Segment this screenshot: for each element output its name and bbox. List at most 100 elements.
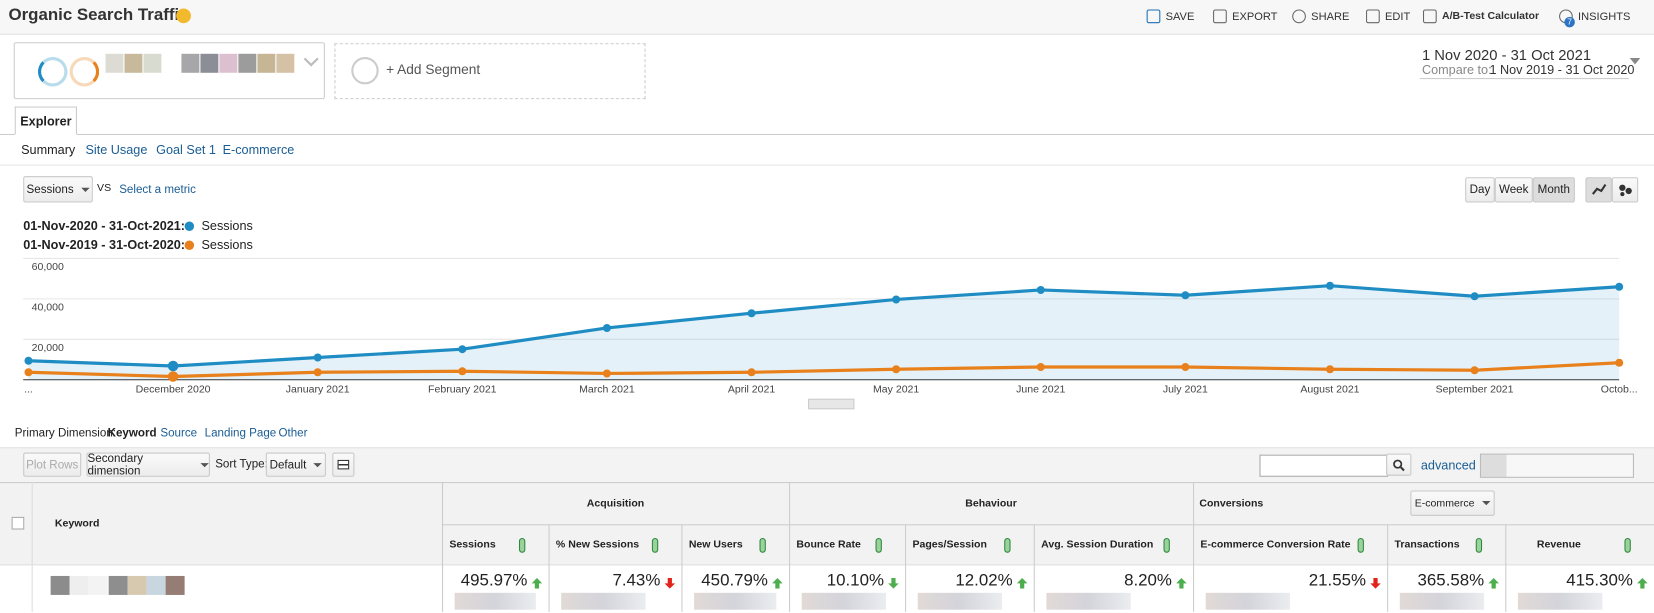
sort-indicator bbox=[1163, 537, 1170, 553]
icon bbox=[1618, 184, 1632, 197]
line bbox=[28, 284, 1620, 368]
resize-handle[interactable] bbox=[808, 398, 855, 410]
caret bbox=[313, 462, 323, 467]
action-5[interactable]: INSIGHTS bbox=[1578, 10, 1631, 24]
motion-chart-toggle[interactable] bbox=[1611, 177, 1639, 203]
date-caret[interactable] bbox=[1629, 58, 1641, 65]
segment-ring bbox=[37, 56, 68, 87]
advanced-link[interactable]: advanced bbox=[1420, 457, 1476, 473]
point bbox=[167, 371, 179, 382]
caret bbox=[1481, 501, 1491, 506]
action-1[interactable]: EXPORT bbox=[1232, 10, 1278, 24]
select-metric[interactable]: Select a metric bbox=[119, 183, 196, 197]
sort-label: Sort Type: bbox=[215, 457, 268, 471]
redacted bbox=[181, 53, 200, 73]
explorer-tab[interactable]: Explorer bbox=[14, 106, 78, 136]
granularity-button[interactable]: Month bbox=[1532, 177, 1575, 203]
add-segment[interactable]: + Add Segment bbox=[334, 43, 646, 100]
column-header[interactable]: Sessions bbox=[449, 539, 496, 551]
trend-arrow bbox=[531, 578, 543, 589]
line-chart-toggle[interactable] bbox=[1585, 177, 1612, 203]
sort-indicator bbox=[1004, 537, 1011, 553]
vs-label: VS bbox=[97, 182, 112, 195]
redacted bbox=[89, 575, 109, 595]
filter-toggle[interactable] bbox=[332, 452, 355, 477]
point bbox=[602, 323, 611, 332]
redacted bbox=[1046, 592, 1131, 610]
dimension-option[interactable]: Landing Page bbox=[204, 427, 277, 440]
search-input[interactable] bbox=[1259, 454, 1389, 477]
action-0[interactable]: SAVE bbox=[1165, 10, 1195, 24]
redacted bbox=[105, 53, 124, 73]
point bbox=[892, 295, 901, 304]
x-tick-label: April 2021 bbox=[728, 383, 776, 395]
point bbox=[892, 365, 901, 374]
action-3[interactable]: EDIT bbox=[1385, 10, 1411, 24]
point bbox=[24, 356, 33, 365]
subtab[interactable]: Goal Set 1 bbox=[156, 142, 216, 158]
column-header[interactable]: Revenue bbox=[1536, 539, 1581, 551]
sort-indicator bbox=[1624, 537, 1631, 553]
divider bbox=[789, 524, 791, 612]
action-2[interactable]: SHARE bbox=[1311, 10, 1350, 24]
subtab[interactable]: E-commerce bbox=[222, 142, 295, 158]
subtab[interactable]: Site Usage bbox=[85, 142, 148, 158]
legend-swatch bbox=[184, 240, 195, 250]
dimension-option[interactable]: Source bbox=[160, 427, 198, 440]
column-header[interactable]: New Users bbox=[688, 539, 743, 551]
action-4[interactable]: A/B-Test Calculator bbox=[1441, 10, 1540, 23]
redacted bbox=[1399, 592, 1485, 610]
trend-arrow bbox=[888, 578, 899, 589]
point bbox=[1470, 292, 1479, 301]
group-header: Behaviour bbox=[965, 497, 1017, 510]
date-range[interactable]: 1 Nov 2020 - 31 Oct 2021 bbox=[1421, 46, 1592, 64]
dimension-option[interactable]: Other bbox=[278, 427, 308, 440]
point bbox=[1036, 363, 1045, 372]
compare-range: 1 Nov 2019 - 31 Oct 2020 bbox=[1489, 62, 1635, 78]
plot-rows[interactable]: Plot Rows bbox=[23, 452, 82, 477]
search-button[interactable] bbox=[1386, 453, 1412, 476]
granularity-button[interactable]: Week bbox=[1494, 177, 1533, 203]
point bbox=[747, 368, 756, 377]
trend-arrow bbox=[772, 578, 783, 589]
divider bbox=[548, 524, 550, 612]
secondary-dimension[interactable]: Secondary dimension bbox=[86, 452, 210, 477]
granularity-button[interactable]: Day bbox=[1465, 177, 1495, 203]
y-tick-label: 40,000 bbox=[32, 301, 64, 313]
column-header[interactable]: Transactions bbox=[1394, 539, 1460, 551]
x-tick-label: July 2021 bbox=[1163, 383, 1208, 395]
add-segment-label: + Add Segment bbox=[386, 61, 481, 78]
divider bbox=[1033, 524, 1035, 612]
compare-label: Compare to: bbox=[1421, 62, 1492, 78]
conversion-select[interactable]: E-commerce bbox=[1410, 490, 1495, 516]
x-tick-label: Octob... bbox=[1601, 383, 1638, 395]
arrow-shape bbox=[1016, 578, 1028, 589]
view-toggles[interactable] bbox=[1479, 453, 1634, 478]
column-header[interactable]: E-commerce Conversion Rate bbox=[1200, 539, 1351, 551]
legend-label: Sessions bbox=[201, 237, 253, 253]
report-title: Organic Search Traffic bbox=[8, 6, 189, 25]
metric-select[interactable]: Sessions bbox=[23, 176, 93, 203]
y-tick-label: 60,000 bbox=[32, 261, 64, 273]
point bbox=[602, 369, 611, 378]
subtab[interactable]: Summary bbox=[21, 142, 76, 158]
subtab-rule bbox=[0, 164, 1654, 166]
divider bbox=[1387, 524, 1389, 612]
trend-arrow bbox=[1637, 578, 1648, 589]
segment-box[interactable] bbox=[13, 42, 325, 100]
redacted bbox=[124, 53, 143, 73]
column-header[interactable]: Bounce Rate bbox=[796, 539, 861, 551]
cell-value: 10.10% bbox=[826, 571, 884, 590]
arrow-shape bbox=[888, 578, 899, 589]
sort-indicator bbox=[651, 537, 659, 553]
sort-select[interactable]: Default bbox=[265, 452, 326, 477]
tab-rule bbox=[0, 133, 1654, 136]
point bbox=[167, 360, 179, 372]
dimension-option: Keyword bbox=[107, 427, 157, 440]
column-header[interactable]: % New Sessions bbox=[555, 539, 640, 551]
column-header[interactable]: Pages/Session bbox=[912, 539, 987, 551]
header-bar bbox=[0, 0, 1654, 35]
column-header[interactable]: Avg. Session Duration bbox=[1041, 539, 1154, 551]
dimension-label: Primary Dimension: bbox=[14, 427, 117, 440]
